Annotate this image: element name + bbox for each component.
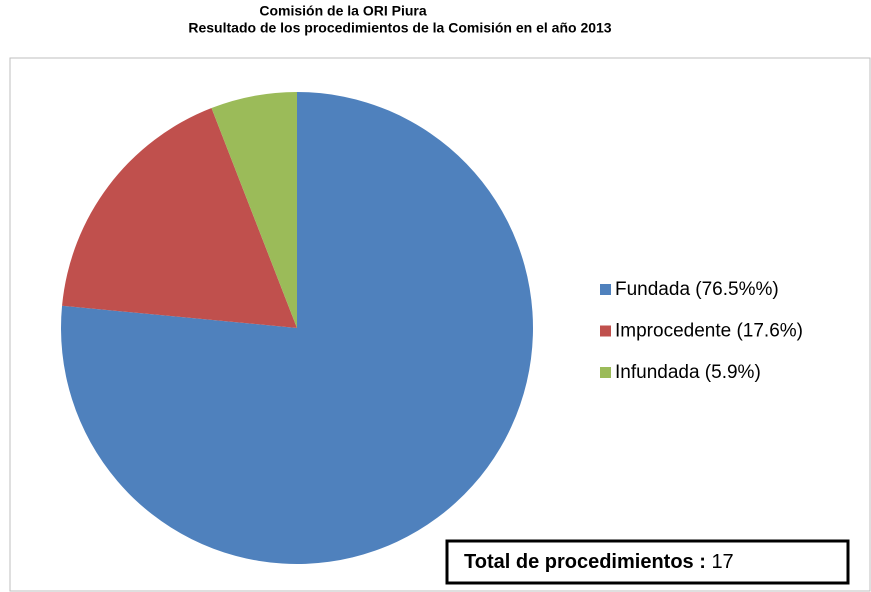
legend-label: Fundada (76.5%%) [615, 279, 779, 300]
total-box [445, 539, 850, 585]
legend-swatch [600, 325, 611, 337]
legend-swatch [600, 367, 611, 378]
pie-slice [211, 92, 297, 328]
total-text: Total de procedimientos : 17 [464, 551, 734, 573]
legend-label: Improcedente (17.6%) [615, 321, 803, 342]
chart-title: Comisión de la ORI Piura [259, 3, 426, 19]
chart-frame [9, 57, 871, 592]
pie-slice [62, 108, 297, 328]
legend-swatch [600, 284, 611, 295]
legend-label: Infundada (5.9%) [615, 362, 761, 383]
total-label: Total de procedimientos : [464, 551, 706, 573]
chart-subtitle: Resultado de los procedimientos de la Co… [188, 20, 611, 36]
total-value: 17 [711, 551, 733, 573]
